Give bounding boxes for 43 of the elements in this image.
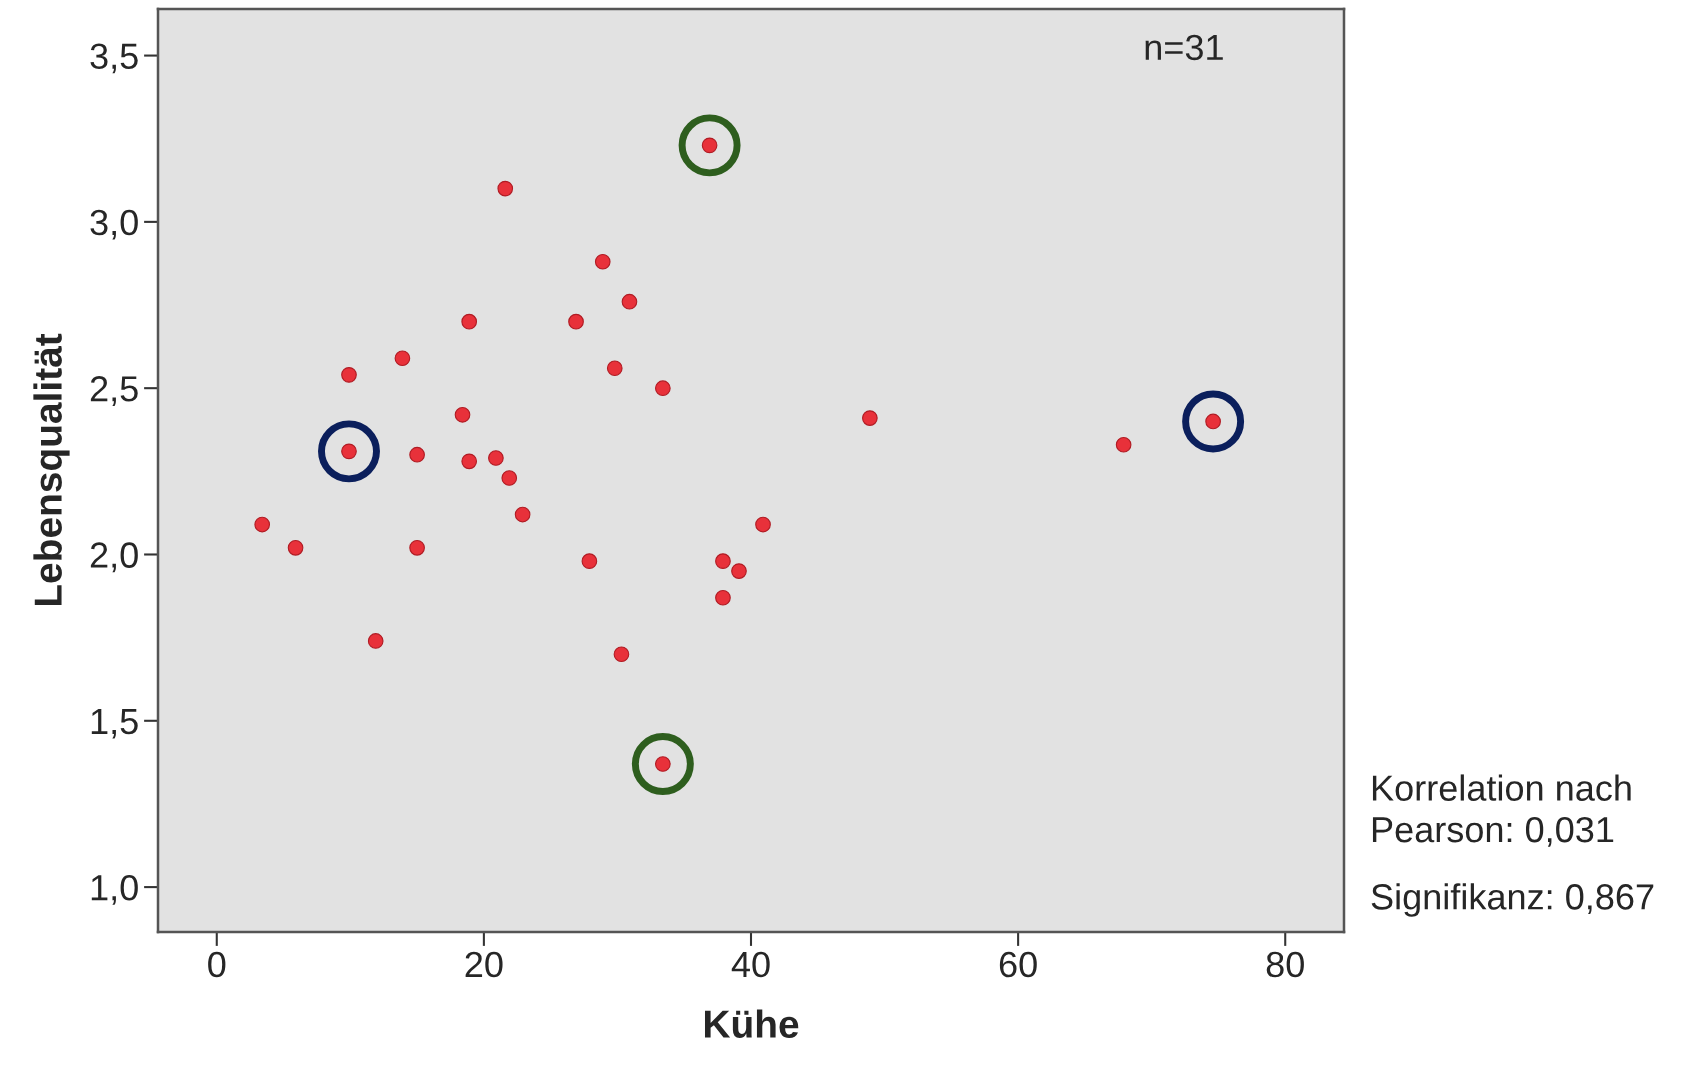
point	[755, 516, 771, 533]
point	[409, 446, 425, 463]
x-tick-label: 60	[999, 951, 1037, 978]
point	[461, 453, 478, 470]
point	[488, 450, 504, 466]
y-tick-label: 3,5	[90, 43, 138, 74]
point	[501, 470, 518, 486]
point	[514, 506, 531, 523]
x-tick-label: 80	[1266, 951, 1304, 978]
point	[581, 553, 598, 569]
point	[655, 380, 671, 397]
y-axis-title: Lebensqualität	[33, 333, 70, 606]
y-tick-label: 2,5	[90, 376, 138, 406]
point	[594, 253, 611, 270]
point	[367, 633, 384, 649]
point	[715, 589, 731, 606]
point	[287, 539, 304, 556]
point	[715, 553, 731, 569]
x-axis-title: Kühe	[704, 1009, 799, 1038]
point	[341, 367, 357, 383]
y-tick-label: 1,0	[91, 874, 138, 905]
text: Signifikanz: 0,867	[1371, 883, 1654, 917]
point	[409, 539, 425, 556]
point	[394, 350, 411, 367]
y-tick-label: 2,0	[90, 542, 138, 573]
point	[497, 180, 514, 197]
point	[1115, 436, 1132, 453]
point	[621, 293, 638, 310]
point	[568, 313, 584, 330]
point	[613, 646, 630, 663]
annotation: n=31	[1145, 34, 1223, 61]
point	[454, 406, 471, 423]
x-tick-label: 20	[465, 951, 503, 978]
y-tick-label: 1,5	[91, 709, 138, 739]
x-tick-label: 40	[731, 951, 770, 978]
point	[731, 563, 747, 579]
point	[606, 360, 623, 377]
x-tick-label: 0	[208, 951, 226, 978]
text: Korrelation nach Pearson: 0,031	[1372, 774, 1631, 847]
y-tick-label: 3,0	[90, 209, 138, 240]
point	[254, 516, 271, 533]
point	[862, 410, 878, 426]
point	[461, 313, 478, 330]
